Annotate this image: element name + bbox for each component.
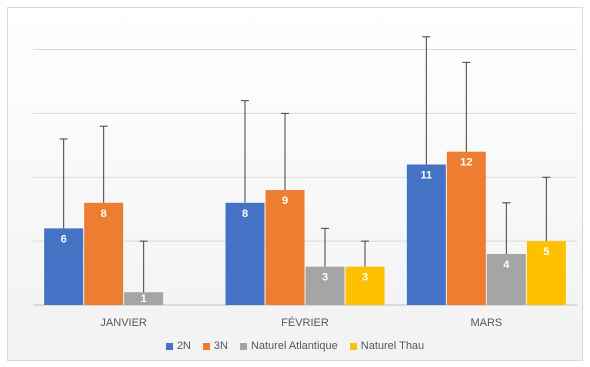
legend-label: Naturel Thau	[360, 340, 425, 352]
bar-3n-1	[265, 190, 305, 305]
data-label: 9	[282, 195, 288, 207]
legend-label: 3N	[213, 340, 228, 352]
bar-2n-2	[406, 164, 446, 305]
category-label: FÉVRIER	[281, 316, 329, 329]
legend-item: Naturel Atlantique	[239, 340, 338, 352]
legend-item: 3N	[202, 340, 228, 352]
chart-legend: 2N 3N Naturel Atlantique Naturel Thau	[0, 340, 590, 352]
bar-naturel-thau-1	[345, 266, 385, 305]
legend-item: Naturel Thau	[349, 340, 425, 352]
data-label: 12	[460, 157, 472, 169]
bar-naturel-thau-2	[526, 241, 566, 305]
bar-naturel-atlantique-1	[305, 266, 345, 305]
legend-swatch	[202, 342, 210, 350]
category-label: MARS	[470, 317, 502, 329]
data-label: 3	[322, 272, 328, 284]
data-label: 5	[543, 246, 549, 258]
bar-2n-1	[225, 202, 265, 305]
bar-naturel-atlantique-2	[486, 253, 526, 305]
legend-label: 2N	[176, 340, 191, 352]
legend-swatch	[239, 342, 247, 350]
legend-item: 2N	[165, 340, 191, 352]
data-label: 4	[503, 259, 510, 271]
bar-3n-0	[84, 202, 124, 305]
data-label: 8	[242, 208, 248, 220]
data-label: 1	[141, 293, 147, 305]
bar-3n-2	[446, 151, 486, 305]
data-label: 11	[421, 170, 433, 182]
data-label: 3	[362, 272, 368, 284]
data-label: 6	[61, 233, 67, 245]
data-label: 8	[101, 208, 107, 220]
bar-naturel-atlantique-0	[124, 292, 164, 305]
legend-swatch	[165, 342, 173, 350]
legend-swatch	[349, 342, 357, 350]
legend-label: Naturel Atlantique	[250, 340, 338, 352]
bar-2n-0	[44, 228, 84, 305]
category-label: JANVIER	[100, 317, 147, 329]
